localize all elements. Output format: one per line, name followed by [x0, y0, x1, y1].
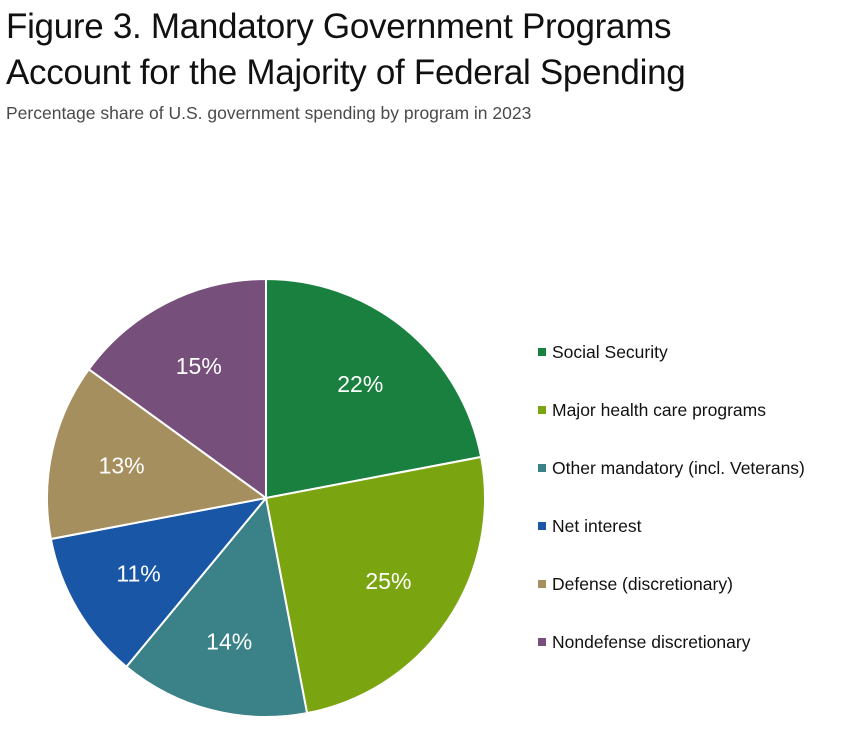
- legend-swatch: [538, 522, 546, 530]
- slice-label-2: 14%: [206, 628, 252, 654]
- chart-subtitle: Percentage share of U.S. government spen…: [6, 103, 532, 123]
- legend-item-3: Net interest: [538, 512, 641, 540]
- legend-item-2: Other mandatory (incl. Veterans): [538, 454, 805, 482]
- pie-slice-2: [124, 495, 309, 718]
- legend-label: Social Security: [552, 341, 668, 362]
- legend-item-5: Nondefense discretionary: [538, 628, 750, 656]
- legend-swatch: [538, 638, 546, 646]
- legend-swatch: [538, 464, 546, 472]
- slice-label-1: 25%: [365, 568, 411, 594]
- slice-label-0: 22%: [337, 371, 383, 397]
- legend-swatch: [538, 580, 546, 588]
- pie-slice-5: [87, 277, 267, 500]
- slice-label-3: 11%: [116, 560, 160, 586]
- pie-slice-1: [264, 455, 486, 715]
- slice-label-4: 13%: [99, 453, 145, 479]
- legend-swatch: [538, 348, 546, 356]
- chart-title: Figure 3. Mandatory Government Programs …: [6, 4, 846, 96]
- legend-label: Other mandatory (incl. Veterans): [552, 457, 805, 478]
- chart-title-line-2: Account for the Majority of Federal Spen…: [6, 53, 686, 92]
- legend-label: Net interest: [552, 515, 642, 536]
- legend-swatch: [538, 406, 546, 414]
- pie-slice-0: [265, 277, 483, 500]
- pie-slice-3: [49, 496, 269, 669]
- chart-title-line-1: Figure 3. Mandatory Government Programs: [6, 7, 672, 46]
- legend-label: Nondefense discretionary: [552, 631, 751, 652]
- pie-slice-4: [46, 367, 269, 541]
- legend-label: Defense (discretionary): [552, 573, 733, 594]
- legend-item-0: Social Security: [538, 338, 668, 366]
- legend-item-1: Major health care programs: [538, 396, 766, 424]
- slice-label-5: 15%: [176, 353, 222, 379]
- legend-item-4: Defense (discretionary): [538, 570, 733, 598]
- legend-label: Major health care programs: [552, 399, 766, 420]
